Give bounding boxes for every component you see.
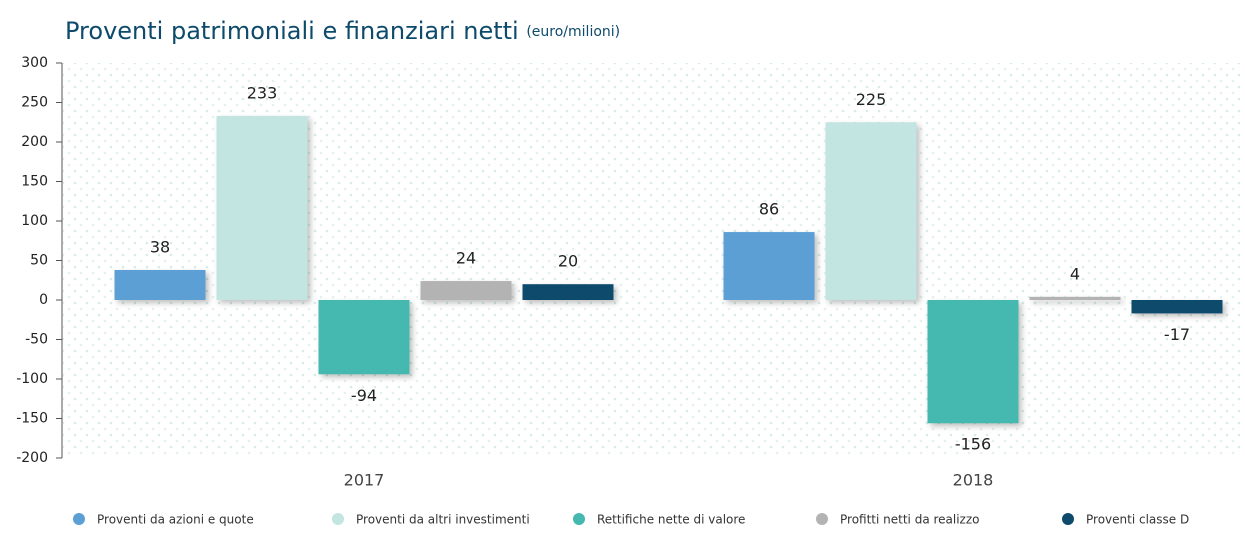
y-tick-label: 300 (21, 55, 48, 71)
data-label: 233 (247, 83, 278, 102)
bar (723, 232, 815, 300)
data-label: 4 (1070, 264, 1080, 283)
data-label: 20 (558, 252, 578, 271)
legend-marker (73, 513, 85, 525)
legend-label: Proventi classe D (1086, 513, 1189, 527)
data-label: -94 (351, 386, 377, 405)
bar (825, 122, 917, 300)
y-tick-label: 50 (30, 253, 48, 269)
bar (216, 115, 308, 301)
y-tick-label: -50 (25, 332, 48, 348)
legend-marker (1062, 513, 1074, 525)
x-tick-label: 2018 (953, 471, 994, 490)
y-tick-label: 250 (21, 95, 48, 111)
data-label: 86 (759, 200, 779, 219)
data-label: -156 (955, 435, 991, 454)
bar (420, 281, 512, 300)
legend-marker (816, 513, 828, 525)
y-tick-label: 0 (39, 292, 48, 308)
legend-label: Proventi da altri investimenti (356, 513, 530, 527)
legend-marker (573, 513, 585, 525)
bar (522, 284, 614, 300)
data-label: 225 (856, 90, 887, 109)
y-tick-label: 200 (21, 134, 48, 150)
legend-label: Profitti netti da realizzo (840, 513, 980, 527)
data-label: 38 (150, 237, 170, 256)
chart-subtitle: (euro/milioni) (526, 24, 620, 40)
data-label: -17 (1164, 325, 1190, 344)
y-tick-label: -150 (16, 411, 48, 427)
bar (1131, 300, 1223, 314)
bar (927, 300, 1019, 424)
bar (114, 269, 206, 300)
legend-label: Proventi da azioni e quote (97, 513, 254, 527)
bar (1029, 296, 1121, 300)
y-tick-label: 100 (21, 213, 48, 229)
x-tick-label: 2017 (344, 471, 385, 490)
legend-marker (332, 513, 344, 525)
y-tick-label: 150 (21, 174, 48, 190)
y-tick-label: -100 (16, 371, 48, 387)
data-label: 24 (456, 249, 476, 268)
chart-title: Proventi patrimoniali e finanziari netti… (65, 17, 620, 45)
legend-label: Rettifiche nette di valore (597, 513, 745, 527)
y-tick-label: -200 (16, 450, 48, 466)
bar (318, 300, 410, 375)
